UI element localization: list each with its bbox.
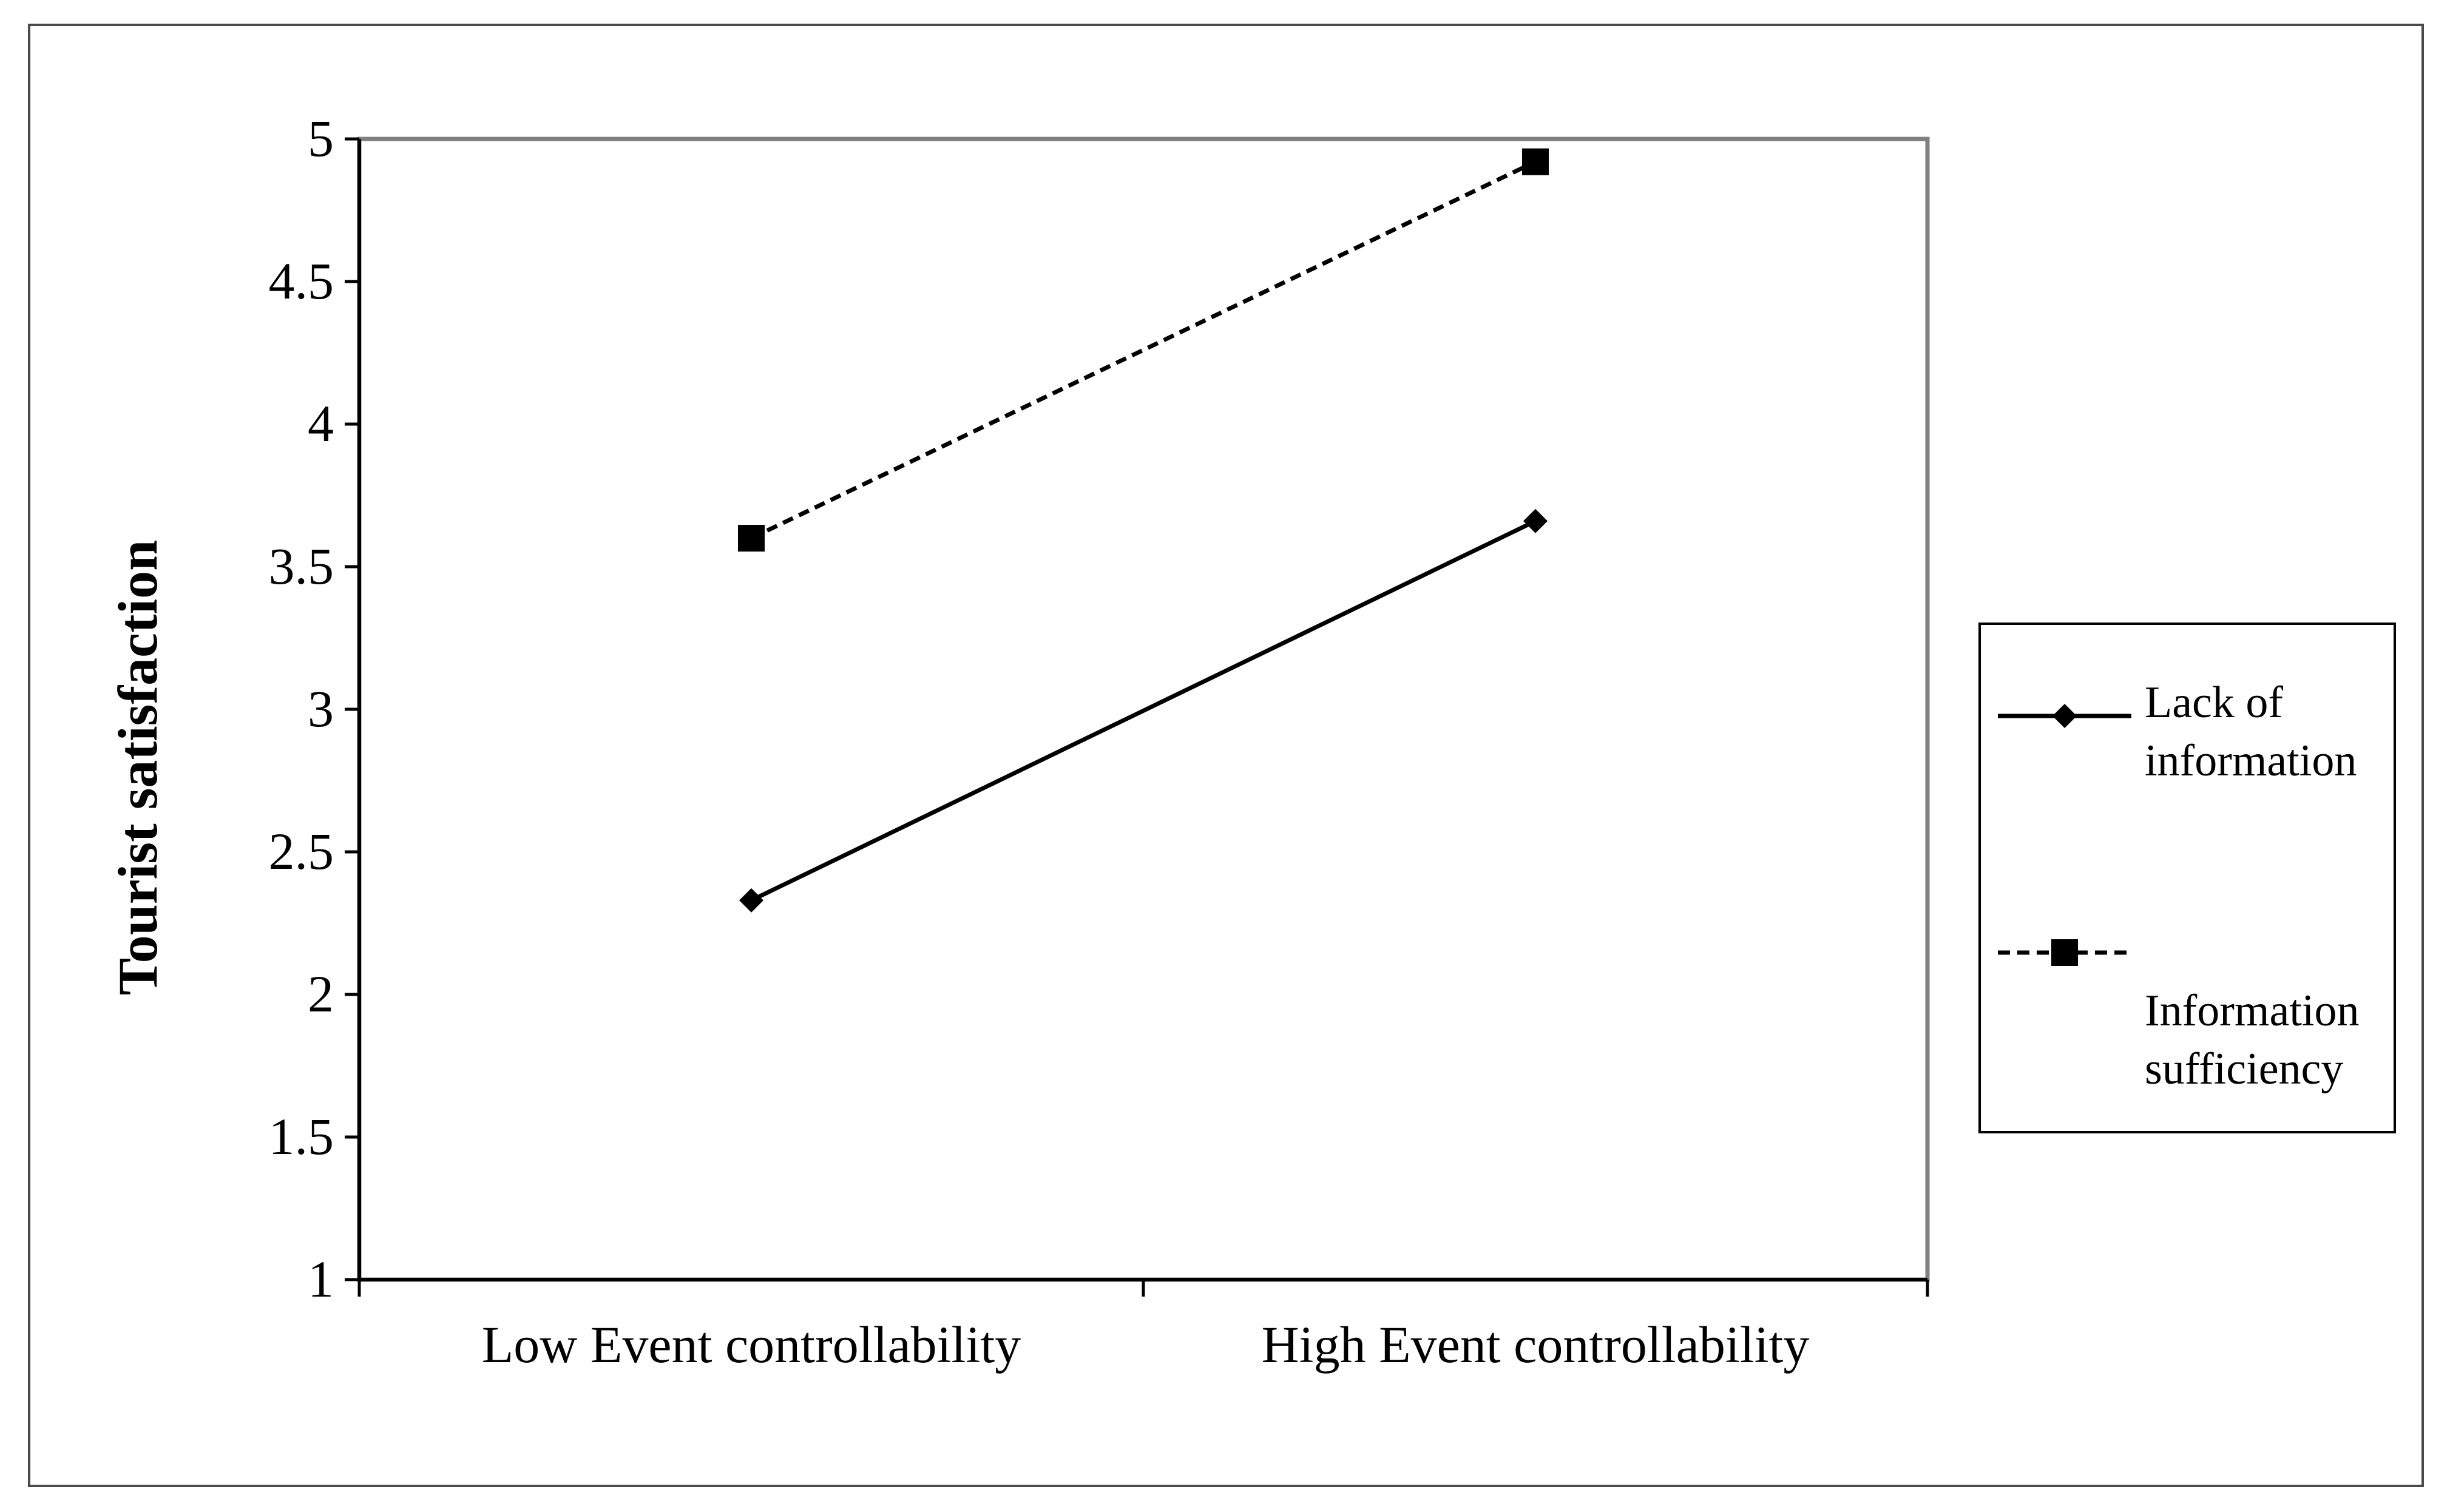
legend-swatch-information-sufficiency (1998, 939, 2131, 966)
data-point-lack-of-information (739, 888, 763, 913)
x-tick-label: Low Event controllability (482, 1315, 1021, 1374)
axes-layer: 1 1.5 2 2.5 3 3.5 4 4.5 5 Low Event controllabili… (269, 109, 1929, 1374)
series-line-lack-of-information (750, 519, 1537, 903)
legend: Lack of information Information sufficie… (1978, 623, 2396, 1133)
data-point-information-sufficiency (1522, 148, 1549, 175)
y-tick-label: 1 (308, 1250, 334, 1308)
legend-label-lack-of-information: Lack of information (2145, 673, 2387, 790)
y-tick-label: 5 (308, 109, 334, 167)
y-tick-label: 1.5 (269, 1107, 334, 1166)
data-point-information-sufficiency (738, 525, 765, 552)
y-axis-title: Tourist satisfaction (107, 540, 169, 996)
y-tick-label: 4.5 (269, 252, 334, 310)
y-tick-label: 3 (308, 680, 334, 738)
legend-label-information-sufficiency: Information sufficiency (2145, 982, 2387, 1098)
y-tick-label: 2.5 (269, 822, 334, 880)
legend-label-line1: Information (2145, 986, 2360, 1036)
legend-swatch-lack-of-information (1998, 704, 2131, 728)
series-line-information-sufficiency (750, 160, 1537, 541)
y-tick-label: 4 (308, 394, 334, 453)
legend-label-line1: Lack of (2145, 678, 2284, 727)
legend-label-line2: information (2145, 736, 2357, 786)
series-layer (738, 148, 1549, 913)
legend-label-line2: sufficiency (2145, 1044, 2344, 1094)
y-tick-label: 3.5 (269, 537, 334, 595)
y-tick-label: 2 (308, 965, 334, 1023)
x-tick-label: High Event controllability (1262, 1315, 1810, 1374)
data-point-lack-of-information (1523, 508, 1548, 533)
